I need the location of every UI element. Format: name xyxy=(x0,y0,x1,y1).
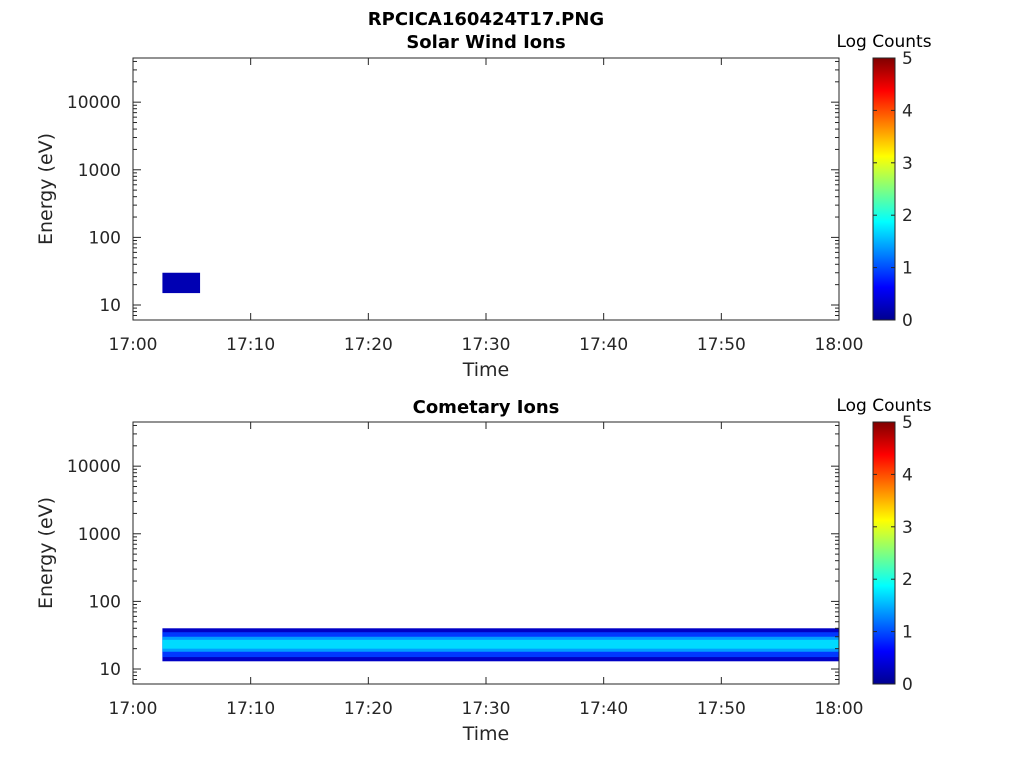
x-tick-label: 17:30 xyxy=(462,335,511,355)
panel-title: Solar Wind Ions xyxy=(406,32,565,53)
y-tick-label: 100 xyxy=(89,228,121,248)
y-axis-label: Energy (eV) xyxy=(35,497,57,609)
x-tick-label: 17:10 xyxy=(226,699,275,719)
x-tick-label: 17:50 xyxy=(697,699,746,719)
y-tick-label: 10000 xyxy=(67,457,121,477)
colorbar-tick-label: 1 xyxy=(902,259,913,279)
y-axis-label: Energy (eV) xyxy=(35,133,57,245)
colorbar-tick-label: 0 xyxy=(902,311,913,331)
x-tick-label: 17:10 xyxy=(226,335,275,355)
x-tick-label: 18:00 xyxy=(815,699,864,719)
x-tick-label: 17:20 xyxy=(344,335,393,355)
y-tick-label: 10000 xyxy=(67,93,121,113)
colorbar-label: Log Counts xyxy=(836,32,931,52)
x-tick-label: 17:30 xyxy=(462,699,511,719)
x-axis-label: Time xyxy=(462,359,510,381)
x-tick-label: 17:40 xyxy=(579,335,628,355)
colorbar-tick-label: 1 xyxy=(902,623,913,643)
x-axis-label: Time xyxy=(462,723,510,745)
colorbar-tick-label: 4 xyxy=(902,465,913,485)
x-tick-label: 17:00 xyxy=(109,699,158,719)
colorbar-tick-label: 4 xyxy=(902,101,913,121)
colorbar xyxy=(872,57,896,321)
colorbar-label: Log Counts xyxy=(836,396,931,416)
figure-title: RPCICA160424T17.PNG xyxy=(368,9,604,30)
x-tick-label: 17:50 xyxy=(697,335,746,355)
colorbar xyxy=(872,421,896,685)
x-tick-label: 17:00 xyxy=(109,335,158,355)
colorbar-tick-label: 2 xyxy=(902,206,913,226)
spectrogram-band xyxy=(162,272,201,294)
colorbar-tick-label: 3 xyxy=(902,518,913,538)
y-tick-label: 10 xyxy=(99,660,121,680)
x-tick-label: 18:00 xyxy=(815,335,864,355)
x-tick-label: 17:20 xyxy=(344,699,393,719)
y-tick-label: 1000 xyxy=(78,161,121,181)
panel-title: Cometary Ions xyxy=(413,397,560,418)
colorbar-tick-label: 2 xyxy=(902,570,913,590)
y-tick-label: 1000 xyxy=(78,525,121,545)
colorbar-tick-label: 5 xyxy=(902,413,913,433)
colorbar-tick-label: 5 xyxy=(902,49,913,69)
spectrogram-band xyxy=(162,639,839,649)
y-tick-label: 100 xyxy=(89,592,121,612)
plot-frame xyxy=(132,57,840,321)
colorbar-tick-label: 0 xyxy=(902,675,913,695)
x-tick-label: 17:40 xyxy=(579,699,628,719)
colorbar-tick-label: 3 xyxy=(902,154,913,174)
y-tick-label: 10 xyxy=(99,296,121,316)
